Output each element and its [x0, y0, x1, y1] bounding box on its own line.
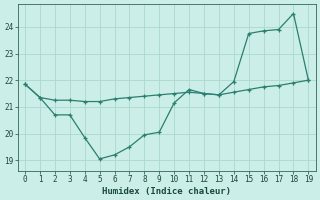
- X-axis label: Humidex (Indice chaleur): Humidex (Indice chaleur): [102, 187, 231, 196]
